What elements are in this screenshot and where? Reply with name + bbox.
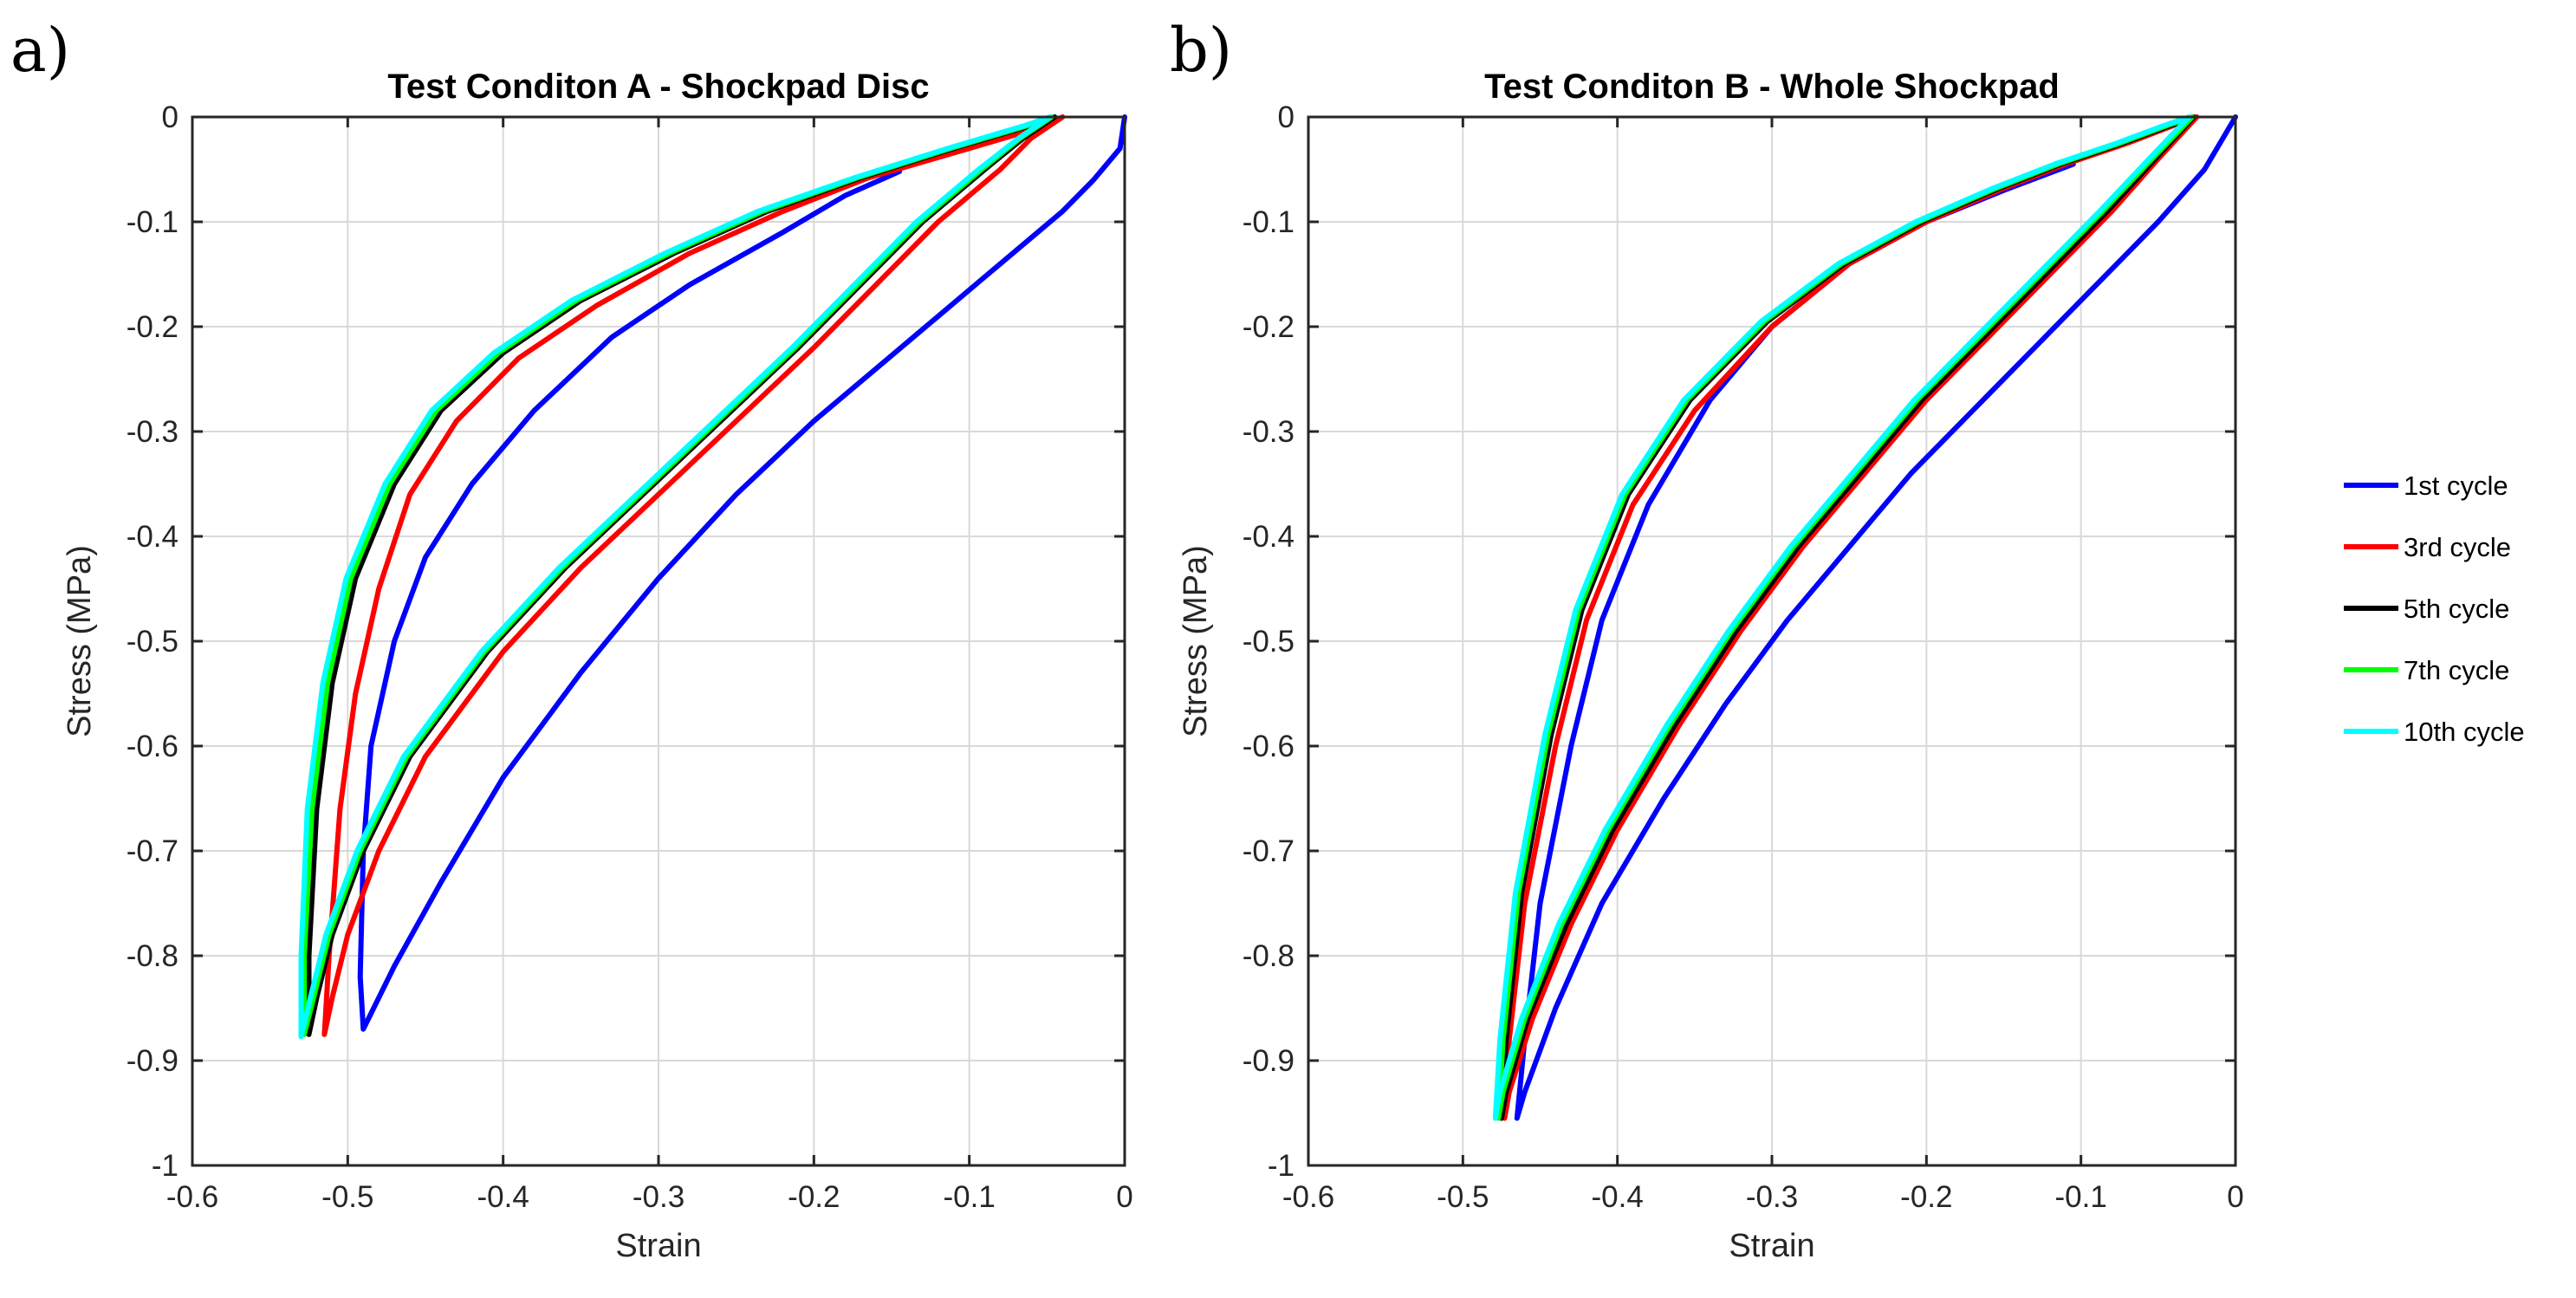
legend-label: 7th cycle xyxy=(2404,655,2509,685)
y-tick-label: -0.4 xyxy=(1243,520,1294,554)
x-tick-label: 0 xyxy=(1116,1180,1132,1214)
x-axis-label: Strain xyxy=(1729,1228,1814,1264)
y-axis-label: Stress (MPa) xyxy=(62,545,98,737)
y-tick-label: -0.9 xyxy=(1243,1044,1294,1078)
legend-label: 5th cycle xyxy=(2404,594,2509,624)
legend-label: 3rd cycle xyxy=(2404,532,2511,562)
chart-title: Test Conditon B - Whole Shockpad xyxy=(1484,68,2060,106)
x-tick-label: -0.4 xyxy=(477,1180,529,1214)
x-tick-label: -0.2 xyxy=(788,1180,840,1214)
x-tick-label: -0.6 xyxy=(1282,1180,1334,1214)
y-tick-label: -0.7 xyxy=(1243,834,1294,868)
x-tick-label: -0.2 xyxy=(1900,1180,1952,1214)
y-tick-label: -1 xyxy=(1268,1149,1294,1183)
y-tick-label: -0.8 xyxy=(127,939,178,973)
y-tick-label: -0.1 xyxy=(127,205,178,239)
x-tick-label: 0 xyxy=(2227,1180,2243,1214)
y-tick-label: -0.6 xyxy=(127,730,178,763)
chart-title: Test Conditon A - Shockpad Disc xyxy=(387,68,929,106)
y-tick-label: -0.3 xyxy=(127,415,178,449)
y-tick-label: -0.5 xyxy=(127,625,178,659)
y-tick-label: -0.6 xyxy=(1243,730,1294,763)
panel-label: a) xyxy=(10,15,70,86)
series-line-3rd-cycle xyxy=(321,114,1066,1037)
series-line-3rd-cycle xyxy=(1502,114,2200,1121)
y-axis-label: Stress (MPa) xyxy=(1178,545,1214,737)
x-tick-label: -0.3 xyxy=(1746,1180,1798,1214)
series-line-1st-cycle xyxy=(1514,114,2238,1121)
series-line-10th-cycle xyxy=(1492,114,2192,1121)
x-tick-label: -0.3 xyxy=(633,1180,685,1214)
legend-label: 1st cycle xyxy=(2404,471,2508,501)
chart-panel-2: b) -0.6 -0.5 -0.4 -0.3 -0.2 -0.1 0 0 -0.1 -0.2 -0.3… xyxy=(1170,15,2244,1264)
x-tick-label: -0.5 xyxy=(321,1180,373,1214)
x-axis-label: Strain xyxy=(615,1228,701,1264)
y-tick-label: 0 xyxy=(1278,101,1294,134)
y-tick-label: -0.2 xyxy=(127,310,178,344)
legend-label: 10th cycle xyxy=(2404,717,2525,747)
series-line-10th-cycle xyxy=(298,114,1053,1040)
y-tick-label: -0.7 xyxy=(127,834,178,868)
y-tick-label: -0.1 xyxy=(1243,205,1294,239)
y-tick-label: -0.2 xyxy=(1243,310,1294,344)
panel-label: b) xyxy=(1170,15,1232,86)
chart-panel-1: a) -0.6 -0.5 -0.4 -0.3 -0.2 -0.1 0 0 -0.1 -0.2 -0.3… xyxy=(10,15,1133,1264)
x-tick-label: -0.1 xyxy=(2055,1180,2107,1214)
y-tick-label: -0.9 xyxy=(127,1044,178,1078)
x-tick-label: -0.6 xyxy=(166,1180,218,1214)
x-tick-label: -0.4 xyxy=(1592,1180,1644,1214)
x-tick-label: -0.1 xyxy=(944,1180,996,1214)
y-tick-label: 0 xyxy=(162,101,178,134)
y-tick-label: -0.8 xyxy=(1243,939,1294,973)
x-tick-label: -0.5 xyxy=(1437,1180,1489,1214)
series-line-1st-cycle xyxy=(357,114,1127,1032)
y-tick-label: -0.3 xyxy=(1243,415,1294,449)
legend: 1st cycle 3rd cycle 5th cycle 7th cycle 10th… xyxy=(2344,471,2525,747)
y-tick-label: -0.4 xyxy=(127,520,178,554)
y-tick-label: -1 xyxy=(152,1149,178,1183)
y-tick-label: -0.5 xyxy=(1243,625,1294,659)
